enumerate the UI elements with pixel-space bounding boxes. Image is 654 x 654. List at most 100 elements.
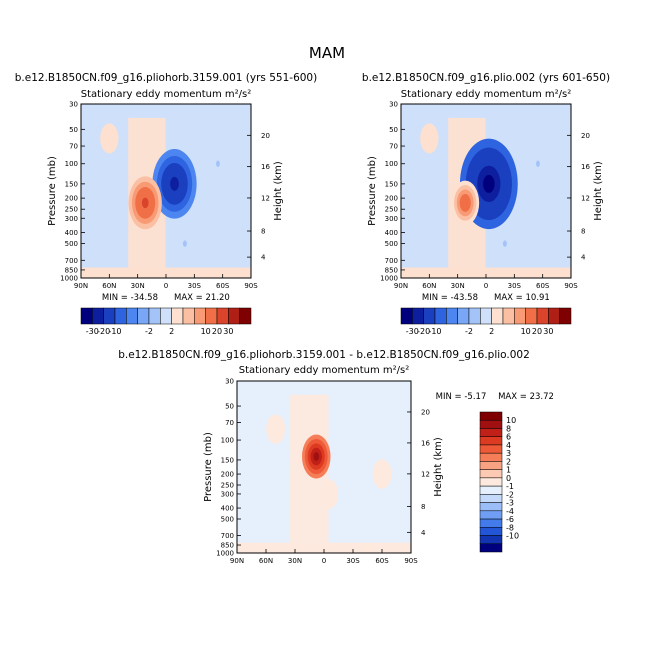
y-axis-label: Pressure (mb)	[47, 156, 58, 226]
contour-fill	[107, 135, 112, 142]
x-tick-label: 60N	[259, 557, 273, 565]
variable-title: Stationary eddy momentum m²/s²	[239, 365, 409, 376]
colorbar-swatch	[423, 307, 436, 325]
contour-fill	[170, 176, 179, 191]
x-tick-label: 0	[484, 282, 488, 290]
contour-fill	[427, 135, 432, 142]
colorbar-swatch	[479, 428, 503, 437]
y-tick-label: 300	[221, 490, 234, 498]
colorbar-label: -30	[86, 327, 99, 336]
stat-min: MIN = -43.58	[422, 293, 478, 303]
colorbar-swatch	[412, 307, 424, 325]
colorbar-swatch	[536, 307, 549, 325]
colorbar-label: 20	[532, 327, 542, 336]
y2-tick-label: 4	[421, 529, 426, 537]
surface-band	[237, 542, 411, 553]
colorbar-swatch	[479, 510, 503, 520]
colorbar-swatch	[479, 518, 503, 528]
colorbar-label: -30	[406, 327, 419, 336]
y2-tick-label: 20	[261, 132, 270, 140]
x-tick-label: 30S	[188, 282, 202, 290]
colorbar-label: 20	[212, 327, 222, 336]
colorbar-label: -2	[145, 327, 153, 336]
y-tick-label: 300	[385, 215, 398, 223]
colorbar-label: -2	[465, 327, 473, 336]
y2-tick-label: 16	[421, 439, 430, 447]
x-tick-label: 30N	[131, 282, 145, 290]
colorbar-swatch	[559, 307, 572, 325]
colorbar-swatch	[479, 436, 503, 446]
colorbar-swatch	[525, 307, 538, 325]
colorbar-label: -20	[417, 327, 430, 336]
y-tick-label: 100	[385, 160, 398, 168]
y2-tick-label: 12	[581, 194, 590, 202]
y-tick-label: 250	[385, 206, 398, 214]
stat-max: MAX = 23.72	[498, 392, 554, 402]
y2-tick-label: 20	[581, 132, 590, 140]
colorbar-label: -1	[506, 482, 514, 491]
y-tick-label: 1000	[60, 275, 78, 283]
y-tick-label: 1000	[216, 550, 234, 558]
colorbar-label: -2	[506, 490, 514, 499]
colorbar-label: -3	[506, 499, 514, 508]
colorbar-swatch	[479, 411, 503, 421]
colorbar-label: 30	[543, 327, 553, 336]
y2-tick-label: 16	[581, 163, 590, 171]
contour-fill	[462, 198, 469, 208]
x-tick-label: 60N	[102, 282, 116, 290]
page-title: MAM	[309, 44, 345, 62]
colorbar-swatch	[434, 307, 447, 325]
x-tick-label: 90S	[564, 282, 578, 290]
colorbar-swatch	[194, 307, 206, 325]
y-tick-label: 250	[221, 482, 234, 490]
x-tick-label: 30N	[288, 557, 302, 565]
x-tick-label: 0	[164, 282, 168, 290]
x-tick-label: 30S	[346, 557, 360, 565]
y-tick-label: 400	[65, 229, 78, 237]
field-layer	[401, 104, 571, 278]
stat-min: MIN = -34.58	[102, 293, 158, 303]
x-tick-label: 90N	[394, 282, 408, 290]
colorbar-swatch	[171, 307, 184, 325]
colorbar-swatch	[479, 469, 503, 479]
colorbar-swatch	[126, 307, 138, 325]
colorbar-swatch	[479, 535, 503, 545]
y-tick-label: 400	[385, 229, 398, 237]
y2-tick-label: 8	[581, 228, 585, 236]
colorbar-label: -4	[506, 507, 514, 516]
colorbar-swatch	[479, 444, 503, 454]
x-tick-label: 90S	[404, 557, 418, 565]
contour-fill	[215, 160, 220, 167]
stat-max: MAX = 10.91	[494, 293, 550, 303]
colorbar-label: -10	[108, 327, 121, 336]
y-tick-label: 30	[69, 101, 78, 109]
case-title: b.e12.B1850CN.f09_g16.pliohorb.3159.001 …	[15, 72, 317, 84]
colorbar-label: 4	[506, 441, 511, 450]
x-tick-label: 60S	[216, 282, 230, 290]
colorbar-pliohorb: -30-20-10 -2 2 10 20 30	[80, 307, 252, 336]
y-tick-label: 30	[225, 378, 234, 386]
stat-max: MAX = 21.20	[174, 293, 230, 303]
colorbar-swatch	[479, 419, 503, 429]
colorbar-swatch	[479, 502, 503, 512]
colorbar-label: 3	[506, 449, 511, 458]
x-tick-label: 90S	[244, 282, 258, 290]
colorbar-swatch	[479, 477, 503, 487]
colorbar-swatch	[548, 307, 560, 325]
y2-tick-label: 8	[261, 228, 265, 236]
colorbar-swatch	[457, 307, 470, 325]
y-tick-label: 700	[385, 257, 398, 265]
colorbar-swatch	[228, 307, 240, 325]
colorbar-label: 2	[506, 457, 511, 466]
contour-fill	[502, 240, 507, 247]
y-axis-label: Pressure (mb)	[367, 156, 378, 226]
colorbar-label: -10	[506, 532, 519, 541]
colorbar-swatch	[479, 485, 503, 495]
y-tick-label: 100	[65, 160, 78, 168]
y2-axis-label: Height (km)	[433, 437, 444, 497]
y2-tick-label: 4	[581, 254, 586, 262]
y-tick-label: 50	[389, 126, 398, 134]
colorbar-swatch	[491, 307, 504, 325]
y-tick-label: 500	[385, 240, 398, 248]
